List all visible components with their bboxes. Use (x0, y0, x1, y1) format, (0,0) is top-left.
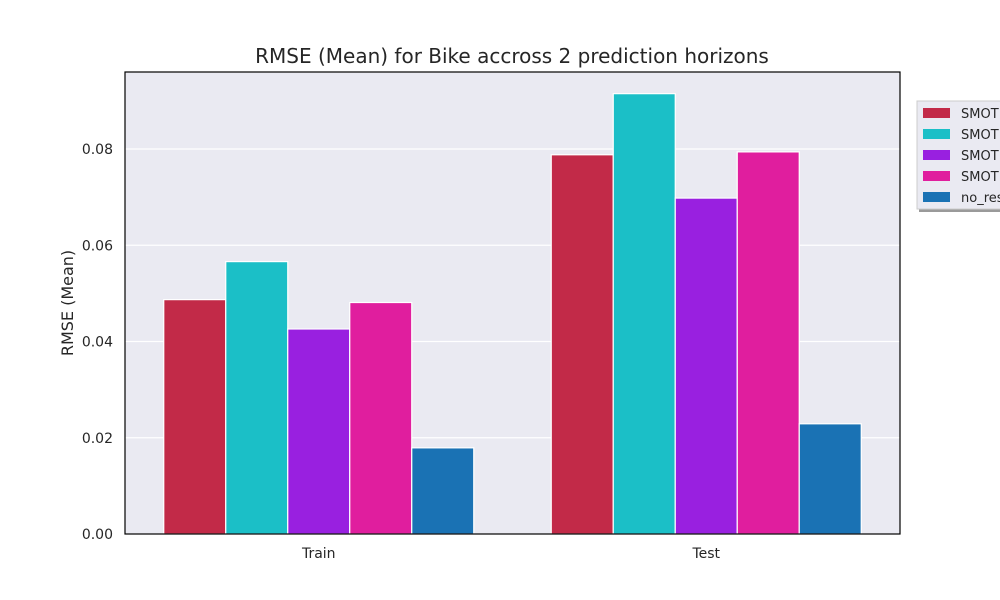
legend-swatch (923, 108, 950, 118)
bar (674, 197, 738, 535)
bars (163, 93, 862, 535)
y-tick-label: 0.06 (82, 238, 113, 254)
x-tick-label: Test (691, 546, 720, 562)
bar (163, 299, 227, 535)
plot-frame (124, 71, 901, 535)
legend-label: SMOT (961, 107, 999, 122)
bar (287, 328, 351, 535)
y-tick-label: 0.08 (82, 142, 113, 158)
bar (225, 261, 289, 535)
legend-label: SMOT (961, 170, 999, 185)
legend-label: no_res (961, 191, 1000, 206)
y-tick-label: 0.04 (82, 335, 113, 351)
chart-title: RMSE (Mean) for Bike accross 2 predictio… (255, 44, 769, 68)
legend-swatch (923, 129, 950, 139)
bar (736, 151, 800, 535)
legend-swatch (923, 150, 950, 160)
y-tick-label: 0.00 (82, 527, 113, 543)
bar (550, 154, 614, 535)
bar (349, 301, 413, 535)
legend-swatch (923, 192, 950, 202)
x-axis-ticks: Train Test (301, 546, 721, 562)
legend: SMOT SMOT SMOT SMOT no_res (916, 100, 1000, 212)
y-tick-label: 0.02 (82, 431, 113, 447)
bar (612, 93, 676, 535)
y-axis-ticks: 0.00 0.02 0.04 0.06 0.08 (82, 142, 113, 543)
bar (411, 447, 475, 535)
legend-label: SMOT (961, 149, 999, 164)
legend-swatch (923, 171, 950, 181)
x-tick-label: Train (301, 546, 336, 562)
y-axis-label: RMSE (Mean) (58, 250, 77, 356)
bar (798, 423, 862, 535)
legend-label: SMOT (961, 128, 999, 143)
